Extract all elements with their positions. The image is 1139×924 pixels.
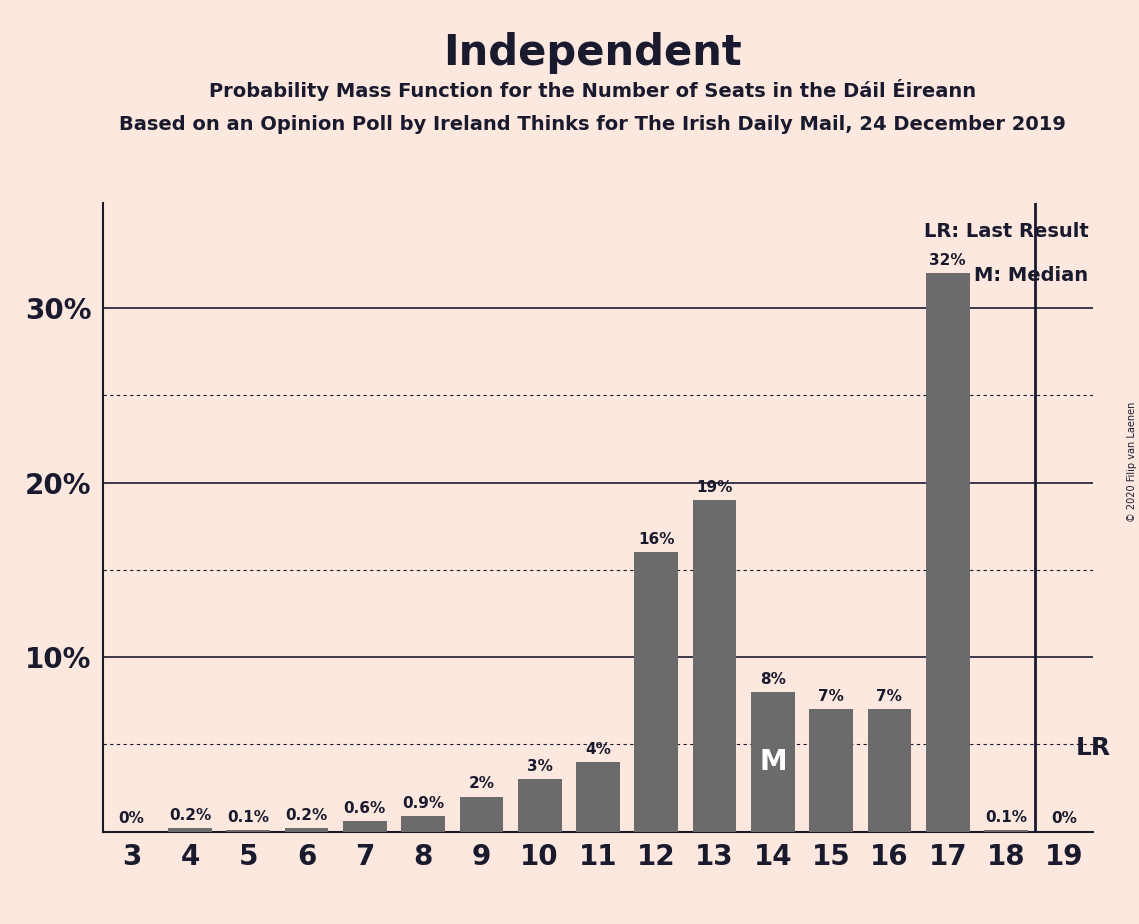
Bar	[810, 710, 853, 832]
Text: © 2020 Filip van Laenen: © 2020 Filip van Laenen	[1126, 402, 1137, 522]
Bar	[227, 830, 270, 832]
Text: 0.6%: 0.6%	[344, 801, 386, 816]
Text: 2%: 2%	[468, 776, 494, 792]
Text: M: Median: M: Median	[974, 266, 1089, 286]
Bar	[459, 796, 503, 832]
Bar	[751, 692, 795, 832]
Bar	[868, 710, 911, 832]
Bar	[926, 274, 969, 832]
Bar	[518, 779, 562, 832]
Text: Probability Mass Function for the Number of Seats in the Dáil Éireann: Probability Mass Function for the Number…	[208, 79, 976, 101]
Text: 8%: 8%	[760, 672, 786, 687]
Text: 16%: 16%	[638, 532, 674, 547]
Text: 4%: 4%	[585, 742, 611, 757]
Bar	[693, 500, 737, 832]
Text: LR: Last Result: LR: Last Result	[924, 222, 1089, 241]
Bar	[285, 828, 328, 832]
Bar	[576, 761, 620, 832]
Text: LR: LR	[1076, 736, 1111, 760]
Text: 32%: 32%	[929, 253, 966, 268]
Text: Independent: Independent	[443, 32, 741, 74]
Text: 7%: 7%	[818, 689, 844, 704]
Text: 7%: 7%	[877, 689, 902, 704]
Text: Based on an Opinion Poll by Ireland Thinks for The Irish Daily Mail, 24 December: Based on an Opinion Poll by Ireland Thin…	[118, 116, 1066, 135]
Text: 0.9%: 0.9%	[402, 796, 444, 810]
Text: 0.1%: 0.1%	[228, 809, 269, 824]
Bar	[401, 816, 445, 832]
Text: 19%: 19%	[696, 480, 732, 494]
Text: 3%: 3%	[526, 759, 552, 774]
Text: M: M	[759, 748, 787, 776]
Text: 0.2%: 0.2%	[169, 808, 211, 823]
Bar	[343, 821, 386, 832]
Bar	[634, 553, 678, 832]
Text: 0.1%: 0.1%	[985, 809, 1027, 824]
Bar	[169, 828, 212, 832]
Bar	[984, 830, 1027, 832]
Text: 0%: 0%	[1051, 811, 1077, 826]
Text: 0%: 0%	[118, 811, 145, 826]
Text: 0.2%: 0.2%	[286, 808, 328, 823]
